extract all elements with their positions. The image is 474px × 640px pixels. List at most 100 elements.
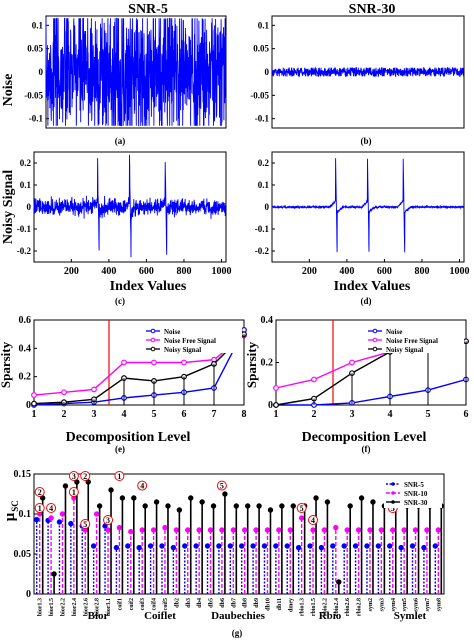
stem-head-0-13	[182, 543, 188, 549]
xtick-label-f-0: 1	[274, 409, 279, 420]
panel-a: -0.1 -0.05 0 0.05 0.1	[24, 15, 227, 129]
annotation-label-5: 3	[106, 516, 110, 525]
xlabel-decomp-e: Decomposition Level	[66, 430, 191, 445]
annotation-circle-6	[46, 503, 57, 513]
caption-b: (b)	[361, 136, 372, 146]
panels-layer: -0.1-0.0500.050.1-0.1-0.0500.050.1-0.2-0…	[14, 15, 469, 616]
annotation-label-3: 2	[38, 488, 42, 497]
legend-marker-e-2	[150, 346, 156, 352]
point-e-2-0	[31, 400, 37, 407]
stem-head-1-24	[310, 527, 316, 533]
category-label-33: sym6	[414, 598, 420, 611]
stem-head-1-16	[219, 527, 225, 533]
annotation-circle-8	[308, 515, 319, 525]
series-line-f-0	[276, 378, 467, 406]
xlabel-index-c: Index Values	[110, 279, 187, 294]
category-label-2: bior2.2	[60, 598, 66, 616]
category-label-3: bior2.4	[72, 598, 78, 616]
stem-head-0-28	[352, 543, 359, 549]
ytick-label-a-3: 0.05	[27, 44, 43, 54]
ytick-label-e-2: 0.4	[19, 343, 32, 354]
legend-label-e-2: Noisy Signal	[164, 346, 201, 354]
stem-head-2-13	[188, 495, 194, 501]
stem-head-1-12	[173, 527, 180, 533]
stem-head-0-3	[68, 520, 74, 527]
series-line-d	[271, 158, 465, 253]
annotation-circle-5	[103, 515, 114, 525]
stem-head-0-14	[193, 543, 199, 549]
stem-head-1-21	[276, 527, 282, 533]
category-label-35: sym8	[436, 598, 442, 611]
annotation-label-2: 2	[83, 472, 87, 481]
annotation-circle-11	[296, 503, 307, 513]
ytick-label-b-2: 0	[265, 67, 270, 77]
caption-d: (d)	[361, 296, 372, 306]
ytick-label-a-0: -0.1	[29, 114, 44, 124]
stem-head-0-15	[204, 543, 211, 549]
ytick-label-d-4: 0.2	[258, 158, 270, 168]
stem-head-0-29	[364, 543, 370, 549]
stem-head-2-11	[165, 503, 171, 509]
stem-head-1-27	[344, 527, 350, 533]
ytick-label-e-0: 0	[26, 400, 31, 411]
ytick-label-d-0: -0.2	[255, 246, 270, 256]
ytick-label-g-3: 0.15	[14, 469, 32, 480]
stem-head-1-29	[367, 527, 373, 533]
category-label-23: rbio1.3	[300, 598, 306, 616]
stem-head-1-17	[230, 527, 237, 533]
stem-head-0-27	[341, 543, 347, 549]
stem-head-0-35	[432, 543, 439, 549]
stem-head-2-20	[267, 507, 274, 513]
point-f-1-1	[311, 376, 317, 383]
stem-head-0-24	[307, 543, 313, 549]
stem-head-2-25	[324, 499, 331, 505]
xtick-label-d-4: 1000	[449, 266, 469, 277]
xtick-label-d-2: 600	[377, 266, 392, 277]
annotation-circle-9	[80, 519, 91, 529]
family-rbio: Rbio	[319, 610, 342, 622]
category-label-30: sym3	[379, 598, 385, 611]
annotation-circle-3	[34, 487, 45, 497]
category-label-9: coif3	[140, 598, 146, 610]
annotation-label-8: 4	[311, 516, 315, 525]
stem-head-1-20	[264, 527, 271, 533]
stem-head-0-31	[387, 543, 393, 549]
stem-head-0-5	[90, 543, 97, 549]
annotation-circle-4	[68, 471, 79, 481]
stem-head-1-10	[150, 527, 157, 533]
category-label-15: db5	[209, 598, 215, 608]
stem-head-2-2	[62, 483, 69, 489]
point-e-1-1	[61, 389, 67, 396]
stem-head-2-5	[96, 503, 103, 509]
axes-frame-g	[33, 473, 445, 595]
xtick-label-c-4: 1000	[211, 266, 231, 277]
category-label-12: db2	[174, 598, 180, 608]
category-label-32: sym5	[402, 598, 408, 611]
legend-marker-e-1	[150, 337, 156, 343]
stem-head-1-11	[162, 524, 168, 531]
xtick-label-f-2: 3	[350, 409, 355, 420]
category-label-24: rbio1.5	[311, 598, 317, 616]
stem-head-1-18	[241, 527, 248, 533]
stem-head-0-11	[159, 543, 165, 549]
stem-head-1-26	[333, 524, 339, 531]
legend-label-g-0: SNR-5	[404, 481, 424, 489]
legend-label-g-1: SNR-10	[404, 490, 428, 498]
ylabel-musc: μ SC	[2, 500, 20, 521]
panel-d: -0.2 -0.1 0 0.1 0.2 200 400 600 800 1000	[255, 151, 469, 277]
stem-head-0-22	[284, 543, 290, 549]
caption-g: (g)	[232, 628, 243, 638]
xtick-label-c-3: 800	[176, 266, 191, 277]
stem-head-1-1	[48, 515, 54, 521]
xlabel-decomp-f: Decomposition Level	[302, 430, 427, 445]
category-label-22: dmey	[288, 598, 294, 612]
ytick-label-d-3: 0.1	[258, 180, 270, 190]
stem-head-2-18	[244, 503, 251, 509]
stem-head-1-30	[378, 527, 385, 533]
category-label-17: db7	[231, 598, 237, 608]
stem-head-0-18	[238, 543, 245, 549]
stem-head-1-32	[401, 527, 407, 533]
annotation-circle-2	[80, 471, 91, 481]
ytick-label-f-1: 0.2	[261, 358, 274, 369]
